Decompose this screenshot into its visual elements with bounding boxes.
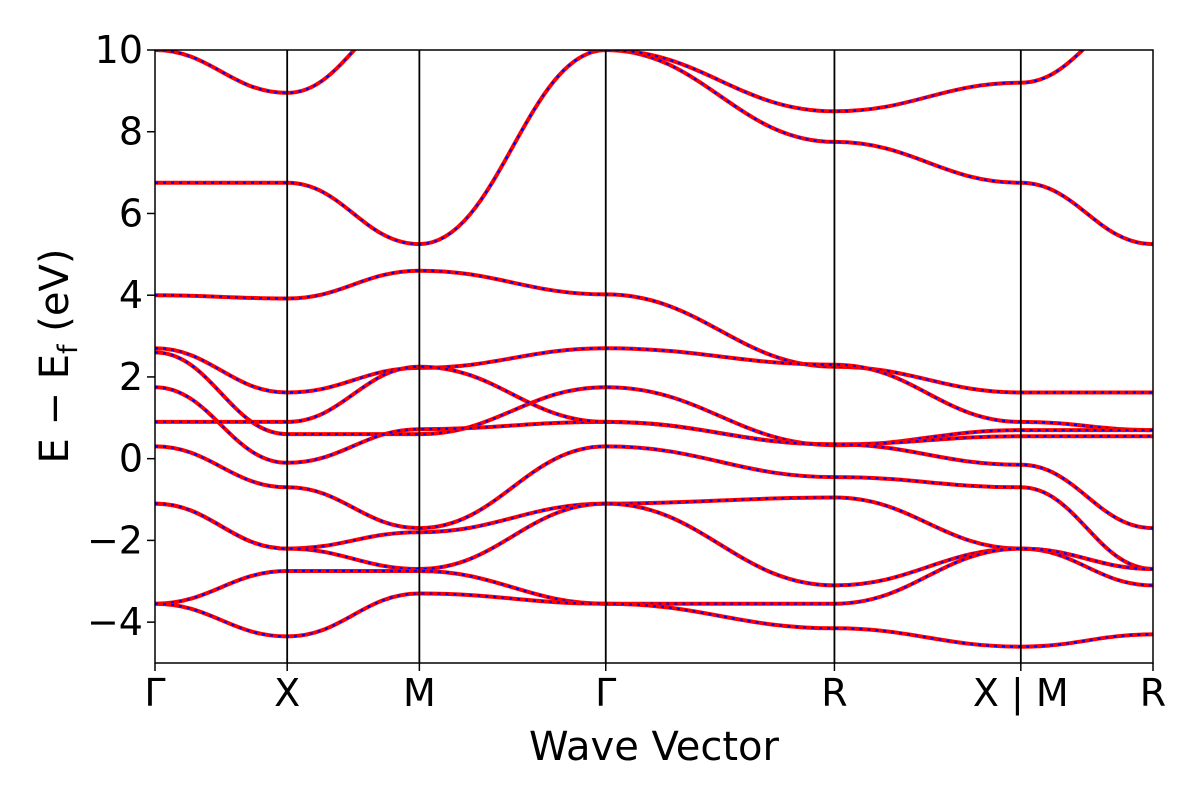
band-line — [155, 50, 1153, 247]
band-line — [155, 350, 1153, 448]
x-tick-label: R — [1140, 671, 1166, 715]
band-line — [155, 591, 1153, 649]
band-line-dashed — [155, 496, 1153, 571]
y-axis-title: E − Ef (eV) — [32, 249, 84, 464]
y-axis-title-subscript: f — [53, 343, 84, 354]
x-axis-title: Wave Vector — [529, 724, 780, 770]
y-tick-label: 10 — [95, 28, 143, 72]
y-tick-label: 6 — [119, 191, 143, 235]
y-axis-title-main: E − E — [32, 354, 78, 464]
band-line — [155, 501, 1153, 588]
x-tick-label: Γ — [595, 671, 616, 715]
y-tick-label: 8 — [119, 110, 143, 154]
band-line-dashed — [155, 592, 1153, 648]
band-line — [155, 495, 1153, 571]
band-line-dashed — [155, 365, 1153, 530]
x-tick-label: R — [821, 671, 847, 715]
y-axis-ticks: −4 −2 0 2 4 6 8 10 — [87, 28, 155, 644]
band-line-dashed — [155, 347, 1153, 432]
band-lines — [155, 50, 1153, 649]
x-tick-label: X — [274, 671, 300, 715]
band-line-dashed — [155, 502, 1153, 587]
high-symmetry-lines — [286, 50, 1022, 663]
band-line-dashed — [155, 547, 1153, 605]
band-line — [155, 546, 1153, 606]
x-tick-label: Γ — [144, 671, 165, 715]
y-tick-label: 0 — [119, 437, 143, 481]
band-line — [155, 346, 1153, 433]
plot-frame — [154, 49, 1154, 664]
band-line-dashed — [155, 269, 1153, 394]
x-tick-label: M — [403, 671, 436, 715]
y-tick-label: −4 — [87, 600, 143, 644]
y-axis-title-suffix: (eV) — [32, 249, 78, 345]
x-axis-ticks: Γ X M Γ R X | M R — [144, 663, 1166, 716]
y-tick-label: 4 — [119, 273, 143, 317]
band-line — [155, 268, 1153, 395]
y-tick-label: −2 — [87, 518, 143, 562]
band-line-dashed — [155, 50, 1153, 246]
y-tick-label: 2 — [119, 355, 143, 399]
x-tick-label: X | M — [973, 671, 1069, 716]
